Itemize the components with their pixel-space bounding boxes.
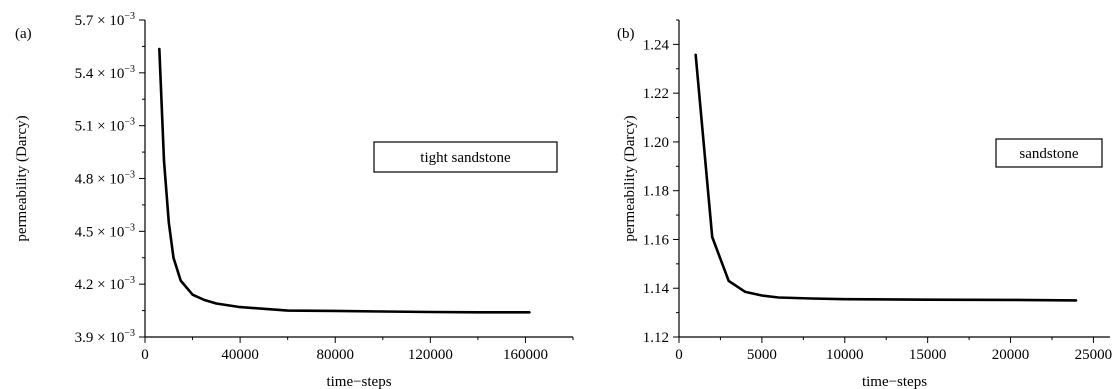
x-tick-label: 15000 [909, 347, 947, 363]
x-tick-label: 160000 [503, 347, 548, 363]
data-point [844, 298, 846, 300]
y-tick-label: 5.4 × 10−3 [75, 64, 135, 82]
y-tick-label: 1.20 [643, 135, 669, 151]
data-point [334, 310, 336, 312]
y-tick-label: 1.24 [643, 37, 670, 53]
x-tick-label: 20000 [992, 347, 1030, 363]
panel-label: (b) [617, 26, 635, 42]
x-tick-label: 0 [675, 347, 683, 363]
data-point [477, 311, 479, 313]
chart-panel-a: 0 40000 80000 120000 160000 3.9 × 10−3 4.2 × 1… [14, 11, 574, 389]
data-point [215, 302, 217, 305]
data-point [263, 308, 265, 310]
data-point [694, 53, 697, 55]
data-point [158, 47, 160, 49]
y-tick-label: 1.12 [643, 330, 669, 346]
data-point [927, 299, 929, 301]
y-tick-label: 1.18 [643, 184, 669, 200]
data-point [728, 280, 730, 282]
data-point [168, 221, 170, 224]
y-tick-label: 3.9 × 10−3 [75, 328, 135, 346]
data-point [163, 160, 165, 162]
data-point [287, 309, 289, 312]
y-tick-label: 5.7 × 10−3 [75, 11, 135, 29]
y-tick-label: 1.22 [643, 86, 669, 102]
data-point [429, 311, 431, 313]
y-tick-label: 4.2 × 10−3 [75, 275, 135, 293]
legend-label: tight sandstone [420, 150, 511, 166]
data-point [777, 296, 780, 299]
series-line [694, 53, 1077, 302]
chart-panel-b: 0 5000 10000 15000 20000 25000 1.12 1.14 1.16 1.1… [617, 19, 1113, 389]
y-tick-label: 1.14 [643, 281, 670, 297]
data-point [239, 306, 241, 308]
data-point [711, 236, 713, 238]
data-point [1009, 299, 1012, 301]
data-point [203, 299, 206, 301]
legend-box [995, 138, 1103, 168]
series-line [158, 48, 531, 314]
data-point [382, 310, 384, 313]
x-tick-label: 5000 [747, 347, 777, 363]
legend-label: sandstone [1019, 146, 1079, 162]
x-tick-label: 120000 [408, 347, 453, 363]
y-axis-title: permeability (Darcy) [14, 115, 30, 241]
data-point [744, 291, 746, 293]
y-tick-label: 4.5 × 10−3 [75, 222, 135, 240]
x-axis-title: time−steps [862, 374, 927, 389]
y-tick-label: 1.16 [643, 232, 670, 248]
data-point [172, 257, 175, 259]
y-axis-title: permeability (Darcy) [622, 115, 638, 241]
x-tick-label: 80000 [316, 347, 354, 363]
data-point [180, 280, 182, 282]
y-tick-label: 5.1 × 10−3 [75, 117, 135, 135]
data-point [529, 311, 531, 313]
y-tick-label: 4.8 × 10−3 [75, 170, 135, 188]
panel-label: (a) [15, 26, 32, 42]
data-point [1076, 299, 1078, 302]
data-point [191, 294, 194, 296]
data-point [761, 294, 763, 297]
x-tick-label: 40000 [221, 347, 259, 363]
x-tick-label: 10000 [826, 347, 864, 363]
legend-box [373, 141, 558, 173]
x-tick-label: 25000 [1075, 347, 1113, 363]
x-tick-label: 0 [141, 347, 149, 363]
x-axis-title: time−steps [326, 374, 391, 389]
data-point [811, 297, 813, 300]
